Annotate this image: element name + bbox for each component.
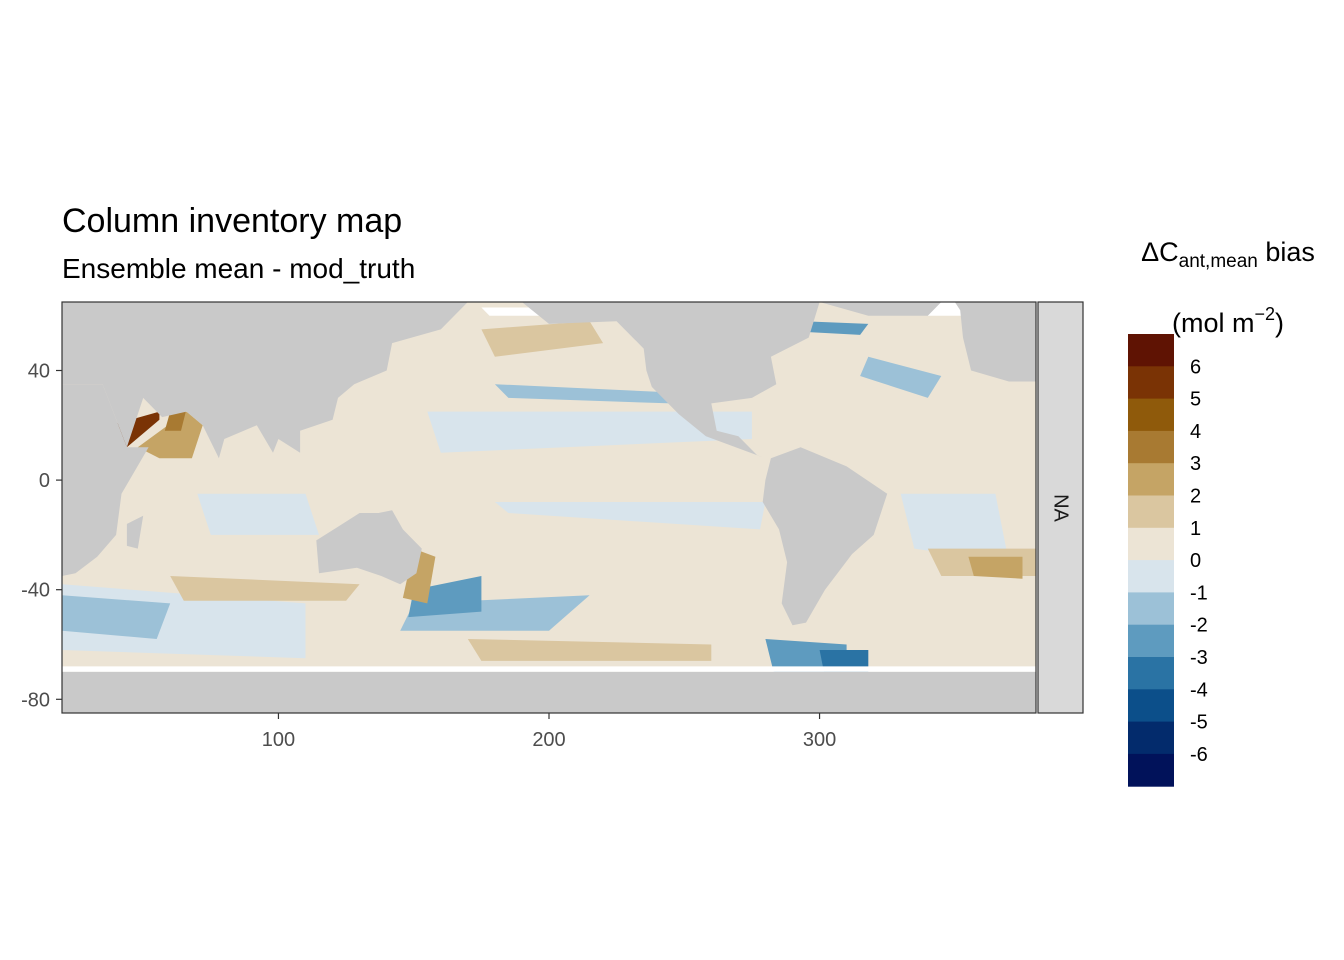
x-tick-label: 100: [262, 729, 295, 751]
y-tick-label: -40: [21, 580, 50, 602]
legend-color-bin: [1128, 495, 1174, 529]
bias-region: [62, 595, 171, 639]
legend: 6 5 4 3 2 1 0 -1 -2 -3 -4 -5 -6: [1128, 334, 1208, 787]
legend-color-bin: [1128, 430, 1174, 464]
land-mass: [762, 447, 888, 626]
missing-data-region: [62, 666, 1036, 672]
bias-region: [467, 639, 712, 661]
legend-label: 3: [1190, 453, 1201, 475]
chart-subtitle: Ensemble mean - mod_truth: [62, 253, 416, 284]
legend-color-bin: [1128, 463, 1174, 496]
legend-color-bin: [1128, 366, 1174, 400]
bias-region: [170, 576, 360, 601]
land-mass: [819, 302, 942, 316]
legend-title-quantity: ΔCant,mean bias: [1141, 237, 1315, 272]
legend-color-bin: [1128, 398, 1174, 432]
chart-title: Column inventory map: [62, 202, 403, 240]
legend-label: -5: [1190, 712, 1208, 734]
legend-title-unit: (mol m−2): [1171, 304, 1285, 338]
legend-title: ΔCant,mean bias (mol m−2): [1118, 226, 1338, 349]
legend-color-bin: [1128, 753, 1174, 787]
bias-region: [481, 321, 604, 357]
legend-label: -3: [1190, 647, 1208, 669]
land-mass: [521, 302, 820, 459]
bias-region: [197, 493, 319, 535]
x-tick-label: 300: [803, 729, 836, 751]
bias-region: [137, 411, 203, 459]
land-mass: [62, 384, 149, 576]
land-mass: [954, 302, 1036, 382]
x-tick-label: 200: [532, 729, 565, 751]
y-tick-label: -80: [21, 689, 50, 711]
bias-region: [427, 411, 752, 453]
legend-color-bin: [1128, 624, 1174, 658]
land-mass: [62, 302, 468, 459]
bias-region: [494, 502, 766, 530]
land-mass: [126, 515, 144, 549]
legend-label: 0: [1190, 550, 1201, 572]
legend-color-bin: [1128, 334, 1174, 367]
legend-label: 4: [1190, 421, 1201, 443]
facet-strip: NA: [1037, 301, 1084, 714]
legend-label: 5: [1190, 389, 1201, 411]
legend-label: -6: [1190, 744, 1208, 766]
legend-label: -2: [1190, 615, 1208, 637]
legend-color-bin: [1128, 721, 1174, 755]
bias-region: [765, 343, 1036, 659]
legend-label: 6: [1190, 356, 1201, 378]
map-data-layer: [62, 302, 1036, 713]
legend-color-bin: [1128, 560, 1174, 593]
legend-color-bin: [1128, 689, 1174, 723]
y-tick-label: 0: [39, 470, 50, 492]
legend-color-bin: [1128, 527, 1174, 561]
legend-label: 2: [1190, 486, 1201, 508]
bias-region: [860, 356, 942, 398]
legend-color-bin: [1128, 592, 1174, 626]
y-tick-label: 40: [28, 361, 50, 383]
land-mass: [316, 510, 422, 585]
land-mass: [62, 671, 1036, 713]
legend-label: -1: [1190, 582, 1208, 604]
bias-region: [968, 556, 1023, 579]
legend-label: -4: [1190, 679, 1208, 701]
legend-label: 1: [1190, 518, 1201, 540]
bias-region: [494, 384, 671, 404]
bias-region: [803, 321, 869, 335]
legend-color-bin: [1128, 657, 1174, 690]
bias-region: [900, 493, 1009, 563]
bias-region: [408, 576, 482, 618]
facet-strip-label: NA: [1050, 494, 1072, 522]
